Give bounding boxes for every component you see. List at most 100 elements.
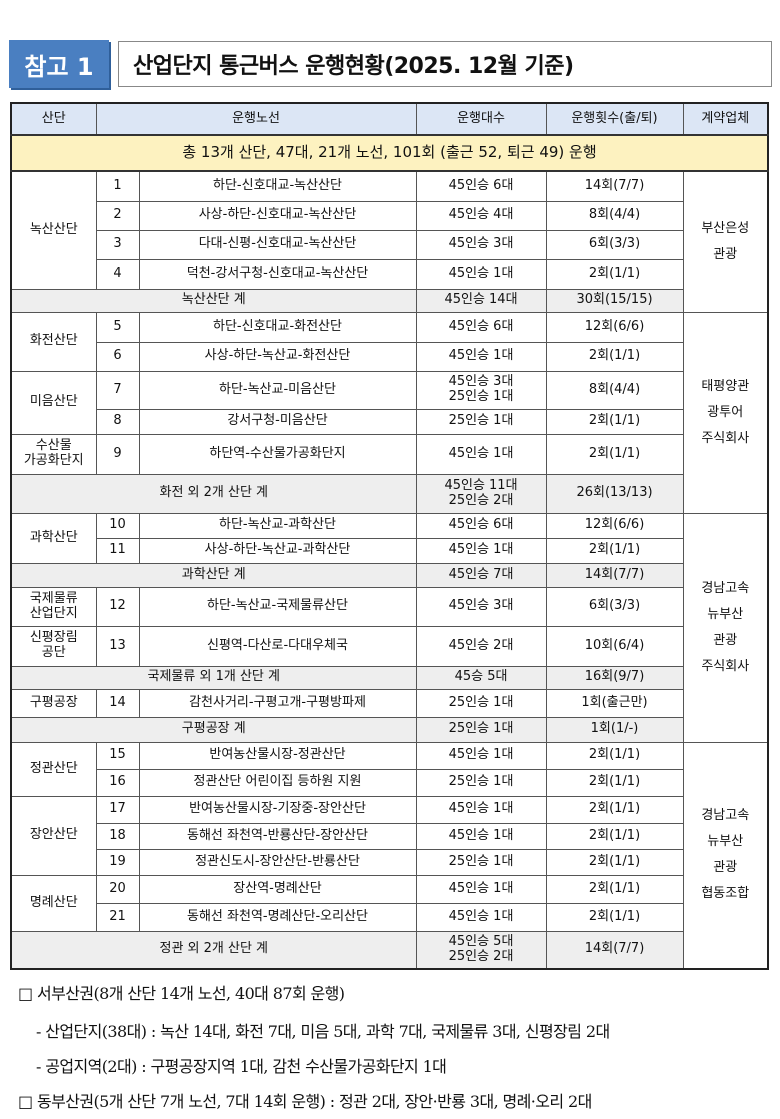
subtotal-row: 정관 외 2개 산단 계 45인승 5대 25인승 2대 14회(7/7) — [10, 930, 768, 970]
trip-count: 10회(6/4) — [545, 625, 684, 667]
header-park: 산단 — [10, 102, 97, 136]
route-number: 3 — [95, 229, 140, 260]
table-row: 화전산단 5 하단-신호대교-화전산단 45인승 6대 12회(6/6) 태평양관 광투어… — [10, 311, 769, 514]
park-name: 녹산산단 — [10, 170, 97, 290]
subtotal-label: 구평공장 계 — [10, 716, 417, 743]
bus-count: 45인승 1대 — [415, 741, 547, 770]
trip-count: 12회(6/6) — [545, 311, 684, 343]
trip-count: 2회(1/1) — [545, 822, 684, 850]
bus-count: 25인승 1대 — [415, 768, 547, 797]
route-path: 사상-하단-신호대교-녹산산단 — [138, 200, 417, 231]
table-row: 수산물 가공화단지 9 하단역-수산물가공화단지 45인승 1대 2회(1/1) — [10, 433, 768, 475]
subtotal-label: 화전 외 2개 산단 계 — [10, 473, 417, 514]
bus-count: 45인승 1대 — [415, 433, 547, 475]
trip-count: 2회(1/1) — [545, 902, 684, 932]
route-path: 하단-신호대교-녹산산단 — [138, 170, 417, 202]
subtotal-label: 녹산산단 계 — [10, 288, 417, 313]
trip-count: 2회(1/1) — [545, 848, 684, 876]
route-path: 신평역-다산로-다대우체국 — [138, 625, 417, 667]
route-number: 11 — [95, 537, 140, 564]
bus-count: 45인승 7대 — [415, 562, 547, 588]
bus-count: 45승 5대 — [415, 665, 547, 690]
bus-count: 45인승 3대 — [415, 586, 547, 627]
table-row: 국제물류 산업단지 12 하단-녹산교-국제물류산단 45인승 3대 6회(3/3) — [10, 586, 768, 627]
trip-count: 8회(4/4) — [545, 200, 684, 231]
route-number: 19 — [95, 848, 140, 876]
route-path: 덕천-강서구청-신호대교-녹산산단 — [138, 258, 417, 290]
bus-count: 45인승 14대 — [415, 288, 547, 313]
route-number: 20 — [95, 874, 140, 904]
table-row: 6 사상-하단-녹산교-화전산단 45인승 1대 2회(1/1) — [11, 341, 768, 372]
table-row: 3 다대-신평-신호대교-녹산산단 45인승 3대 6회(3/3) — [11, 229, 768, 260]
bus-count: 45인승 6대 — [415, 311, 547, 343]
route-number: 6 — [95, 341, 140, 372]
table-row: 21 동해선 좌천역-명례산단-오리산단 45인승 1대 2회(1/1) — [11, 902, 768, 932]
bus-count: 45인승 6대 — [415, 512, 547, 539]
route-number: 16 — [95, 768, 140, 797]
table-row: 과학산단 10 하단-녹산교-과학산단 45인승 6대 12회(6/6) 경남고속 뉴부산… — [10, 512, 769, 743]
park-name: 정관산단 — [10, 741, 97, 797]
route-path: 반여농산물시장-기장중-장안산단 — [138, 795, 417, 824]
bus-count: 25인승 1대 — [415, 716, 547, 743]
bus-count: 45인승 1대 — [415, 258, 547, 290]
trip-count: 2회(1/1) — [545, 341, 684, 372]
page-title: 산업단지 통근버스 운행현황(2025. 12월 기준) — [118, 41, 772, 87]
route-number: 1 — [95, 170, 140, 202]
subtotal-label: 과학산단 계 — [10, 562, 417, 588]
trip-count: 30회(15/15) — [545, 288, 684, 313]
total-summary: 총 13개 산단, 47대, 21개 노선, 101회 (출근 52, 퇴근 4… — [10, 134, 769, 172]
table-row: 신평장림 공단 13 신평역-다산로-다대우체국 45인승 2대 10회(6/4) — [10, 625, 768, 667]
route-path: 감천사거리-구평고개-구평방파제 — [138, 688, 417, 718]
subtotal-row: 녹산산단 계 45인승 14대 30회(15/15) — [10, 288, 768, 313]
trip-count: 14회(7/7) — [545, 562, 684, 588]
bus-count: 45인승 2대 — [415, 625, 547, 667]
park-name: 신평장림 공단 — [10, 625, 97, 667]
trip-count: 2회(1/1) — [545, 874, 684, 904]
trip-count: 2회(1/1) — [545, 768, 684, 797]
route-number: 12 — [95, 586, 140, 627]
route-number: 7 — [95, 370, 140, 410]
route-path: 동해선 좌천역-반룡산단-장안산단 — [138, 822, 417, 850]
route-number: 4 — [95, 258, 140, 290]
subtotal-label: 국제물류 외 1개 산단 계 — [10, 665, 417, 690]
header-row: 산단 운행노선 운행대수 운행횟수(출/퇴) 계약업체 — [10, 102, 769, 136]
park-name: 과학산단 — [10, 512, 97, 564]
route-path: 정관산단 어린이집 등하원 지원 — [138, 768, 417, 797]
header-operator: 계약업체 — [682, 102, 769, 136]
total-summary-row: 총 13개 산단, 47대, 21개 노선, 101회 (출근 52, 퇴근 4… — [10, 134, 769, 172]
route-path: 하단역-수산물가공화단지 — [138, 433, 417, 475]
table-row: 4 덕천-강서구청-신호대교-녹산산단 45인승 1대 2회(1/1) — [11, 258, 768, 290]
bus-count: 45인승 3대 — [415, 229, 547, 260]
park-name: 국제물류 산업단지 — [10, 586, 97, 627]
bus-count: 45인승 1대 — [415, 795, 547, 824]
trip-count: 16회(9/7) — [545, 665, 684, 690]
trip-count: 2회(1/1) — [545, 537, 684, 564]
operator-name: 부산은성 관광 — [682, 170, 769, 313]
bus-count: 25인승 1대 — [415, 408, 547, 435]
bus-count: 45인승 1대 — [415, 822, 547, 850]
trip-count: 2회(1/1) — [545, 408, 684, 435]
trip-count: 2회(1/1) — [545, 433, 684, 475]
table-row: 녹산산단 1 하단-신호대교-녹산산단 45인승 6대 14회(7/7) 부산은성 관광 — [10, 170, 769, 313]
route-path: 하단-녹산교-미음산단 — [138, 370, 417, 410]
table-row: 2 사상-하단-신호대교-녹산산단 45인승 4대 8회(4/4) — [11, 200, 768, 231]
park-name: 화전산단 — [10, 311, 97, 372]
route-number: 10 — [95, 512, 140, 539]
route-path: 강서구청-미음산단 — [138, 408, 417, 435]
note-west-factory: - 공업지역(2대) : 구평공장지역 1대, 감천 수산물가공화단지 1대 — [36, 1057, 447, 1076]
trip-count: 8회(4/4) — [545, 370, 684, 410]
route-path: 장산역-명례산단 — [138, 874, 417, 904]
route-number: 17 — [95, 795, 140, 824]
reference-badge: 참고 1 — [9, 40, 109, 88]
trip-count: 2회(1/1) — [545, 258, 684, 290]
trip-count: 1회(출근만) — [545, 688, 684, 718]
route-number: 13 — [95, 625, 140, 667]
bus-count: 45인승 1대 — [415, 902, 547, 932]
table-row: 명례산단 20 장산역-명례산단 45인승 1대 2회(1/1) — [10, 874, 768, 932]
trip-count: 12회(6/6) — [545, 512, 684, 539]
trip-count: 14회(7/7) — [545, 170, 684, 202]
bus-count: 45인승 3대 25인승 1대 — [415, 370, 547, 410]
park-name: 미음산단 — [10, 370, 97, 435]
route-path: 정관신도시-장안산단-반룡산단 — [138, 848, 417, 876]
park-name: 수산물 가공화단지 — [10, 433, 97, 475]
